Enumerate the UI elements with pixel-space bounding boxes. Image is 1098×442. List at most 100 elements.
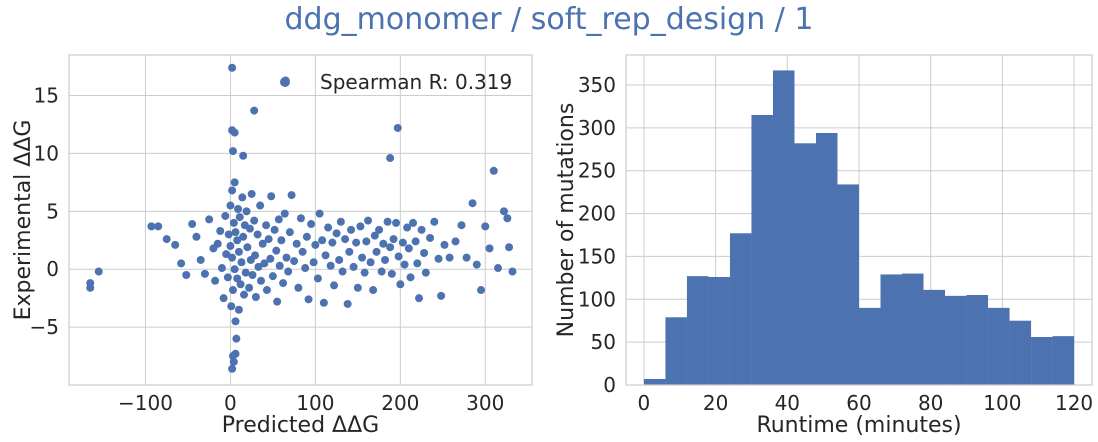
scatter-point bbox=[411, 237, 420, 246]
scatter-point bbox=[205, 215, 214, 224]
scatter-point bbox=[372, 247, 381, 256]
histogram-y-tick-label: 0 bbox=[603, 373, 616, 397]
scatter-point bbox=[430, 217, 439, 226]
scatter-point bbox=[294, 283, 303, 292]
scatter-point bbox=[393, 123, 402, 132]
scatter-point bbox=[353, 283, 362, 292]
scatter-point bbox=[345, 247, 354, 256]
scatter-point bbox=[347, 225, 356, 234]
scatter-point bbox=[499, 207, 508, 216]
histogram-bar bbox=[880, 274, 903, 385]
scatter-y-tick-label: −5 bbox=[30, 315, 59, 339]
scatter-point bbox=[222, 250, 231, 259]
scatter-point bbox=[392, 218, 401, 227]
histogram-bar bbox=[945, 295, 967, 385]
scatter-point bbox=[462, 253, 471, 262]
scatter-point bbox=[313, 274, 322, 283]
histogram-y-tick-label: 150 bbox=[578, 244, 616, 268]
scatter-point bbox=[440, 240, 449, 249]
histogram-bar bbox=[923, 289, 946, 385]
scatter-point bbox=[335, 255, 344, 264]
histogram-x-tick-label: 100 bbox=[983, 391, 1021, 415]
scatter-point bbox=[162, 235, 171, 244]
scatter-point bbox=[375, 225, 384, 234]
histogram-x-tick-label: 20 bbox=[703, 391, 728, 415]
scatter-point bbox=[370, 231, 379, 240]
histogram-bar bbox=[643, 379, 666, 385]
histogram-bar bbox=[902, 273, 924, 385]
histogram-chart: 0 20 40 60 80 100 120 0 50 100 150 200 250 300 350 Run… bbox=[554, 54, 1093, 438]
figure-title: ddg_monomer / soft_rep_design / 1 bbox=[284, 2, 814, 37]
scatter-x-tick-label: −100 bbox=[118, 391, 173, 415]
scatter-point bbox=[277, 236, 286, 245]
scatter-point bbox=[369, 286, 378, 295]
scatter-point bbox=[468, 199, 477, 208]
histogram-y-axis-label: Number of mutations bbox=[554, 103, 579, 338]
scatter-point bbox=[377, 267, 386, 276]
histogram-bar bbox=[794, 143, 816, 385]
scatter-point bbox=[235, 213, 244, 222]
scatter-point bbox=[290, 257, 299, 266]
scatter-point bbox=[226, 201, 235, 210]
scatter-point bbox=[494, 264, 503, 273]
scatter-point bbox=[284, 267, 293, 276]
scatter-point bbox=[481, 222, 490, 231]
scatter-point bbox=[321, 251, 330, 260]
scatter-points bbox=[86, 63, 517, 373]
scatter-point bbox=[381, 255, 390, 264]
histogram-y-tick-label: 100 bbox=[578, 287, 616, 311]
scatter-point bbox=[171, 240, 180, 249]
histogram-bar bbox=[1009, 320, 1032, 385]
scatter-point bbox=[332, 229, 341, 238]
scatter-point bbox=[245, 224, 254, 233]
scatter-point bbox=[230, 265, 239, 274]
histogram-x-tick-label: 40 bbox=[775, 391, 800, 415]
legend-label: Spearman R: 0.319 bbox=[320, 70, 512, 94]
scatter-point bbox=[250, 216, 259, 225]
scatter-point bbox=[292, 239, 301, 248]
histogram-y-tick-label: 300 bbox=[578, 116, 616, 140]
scatter-point bbox=[248, 271, 257, 279]
histogram-y-tick-label: 250 bbox=[578, 159, 616, 183]
scatter-point bbox=[406, 273, 415, 282]
scatter-point bbox=[231, 349, 240, 358]
scatter-point bbox=[477, 286, 486, 295]
scatter-point bbox=[182, 271, 191, 279]
scatter-point bbox=[268, 272, 277, 281]
scatter-point bbox=[307, 220, 316, 229]
scatter-point bbox=[242, 207, 251, 216]
scatter-point bbox=[228, 63, 237, 72]
scatter-x-tick-label: 100 bbox=[296, 391, 334, 415]
scatter-point bbox=[352, 238, 361, 247]
scatter-point bbox=[260, 259, 269, 268]
scatter-point bbox=[233, 274, 242, 283]
scatter-point bbox=[241, 268, 250, 277]
scatter-point bbox=[245, 283, 254, 292]
scatter-point bbox=[234, 247, 243, 256]
scatter-point bbox=[451, 237, 460, 246]
scatter-point bbox=[360, 268, 369, 277]
scatter-point bbox=[233, 236, 242, 245]
scatter-point bbox=[154, 222, 163, 231]
scatter-point bbox=[217, 264, 226, 273]
scatter-x-tick-label: 0 bbox=[224, 391, 237, 415]
scatter-point bbox=[192, 232, 201, 241]
scatter-point bbox=[221, 211, 230, 220]
scatter-point bbox=[200, 269, 209, 278]
histogram-tick-labels: 0 20 40 60 80 100 120 0 50 100 150 200 250 300 350 bbox=[578, 73, 1093, 415]
scatter-point bbox=[234, 205, 243, 213]
scatter-point bbox=[330, 281, 339, 290]
histogram-x-axis-label: Runtime (minutes) bbox=[756, 413, 961, 438]
scatter-x-axis-label: Predicted ΔΔG bbox=[222, 413, 379, 438]
scatter-point bbox=[228, 286, 237, 295]
scatter-point bbox=[285, 228, 294, 237]
scatter-point bbox=[232, 334, 241, 343]
scatter-point bbox=[309, 258, 318, 267]
scatter-point bbox=[229, 357, 238, 366]
scatter-point bbox=[251, 251, 260, 260]
histogram-x-tick-label: 80 bbox=[918, 391, 943, 415]
histogram-bar bbox=[837, 184, 859, 385]
histogram-bar bbox=[1052, 336, 1075, 385]
scatter-point bbox=[213, 239, 222, 248]
scatter-point bbox=[362, 237, 371, 246]
